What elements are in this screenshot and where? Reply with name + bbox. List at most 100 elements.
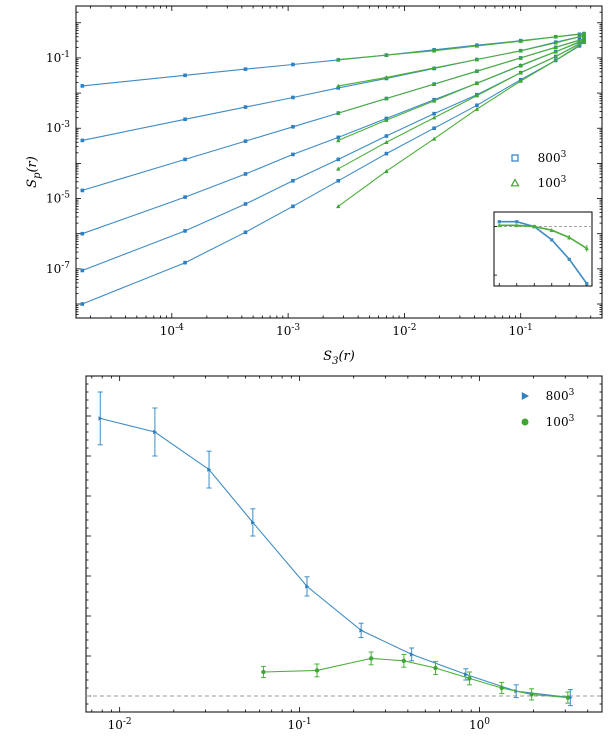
- panel-a-frame: [75, 5, 603, 319]
- data-point: [474, 68, 480, 73]
- data-point: [243, 172, 248, 176]
- data-point: [291, 178, 295, 183]
- data-point: [305, 584, 310, 589]
- series-line: [338, 40, 585, 170]
- data-point: [553, 58, 558, 63]
- data-point: [80, 268, 85, 273]
- inset-data-point: [550, 238, 554, 242]
- data-point: [243, 202, 248, 206]
- series-line: [82, 33, 585, 87]
- y-tick-label: 10-1: [46, 50, 70, 65]
- data-point: [80, 84, 85, 88]
- inset-data-point: [497, 220, 501, 224]
- series-line: [100, 417, 571, 699]
- data-point: [518, 70, 523, 75]
- inset-data-point: [584, 246, 589, 251]
- inset-data-point: [532, 224, 537, 229]
- data-point: [432, 126, 436, 131]
- data-point: [80, 188, 85, 193]
- data-point: [291, 152, 295, 157]
- data-point: [553, 34, 558, 39]
- data-point: [384, 140, 389, 144]
- legend-marker-triangle-right: [521, 392, 529, 400]
- data-point: [518, 55, 523, 60]
- data-point: [384, 151, 389, 156]
- legend-label: 1003: [546, 414, 575, 429]
- data-point: [291, 204, 295, 209]
- x-axis-label: S3(r): [323, 349, 355, 367]
- series-line: [82, 39, 585, 235]
- inset-data-point: [515, 220, 519, 224]
- data-point: [474, 106, 480, 111]
- data-point: [368, 656, 374, 661]
- data-point: [183, 260, 187, 265]
- data-point: [384, 52, 389, 57]
- data-point: [336, 178, 341, 183]
- data-point: [359, 628, 364, 633]
- y-tick-label: 10-3: [46, 120, 70, 135]
- inset-chart: [493, 211, 593, 287]
- data-point: [336, 157, 341, 162]
- inset-series-line: [499, 220, 588, 285]
- data-point: [431, 98, 437, 103]
- data-point: [431, 115, 437, 120]
- data-point: [336, 166, 341, 171]
- inset-data-point: [567, 257, 571, 261]
- y-tick-label: 10-7: [46, 261, 70, 276]
- data-point: [336, 204, 341, 209]
- data-point: [80, 231, 85, 236]
- data-point: [183, 73, 187, 78]
- data-point: [518, 48, 523, 53]
- data-point: [475, 103, 479, 108]
- panel-b-chart: 10-2 10-1 100 8003 1003: [85, 375, 603, 732]
- data-point: [432, 111, 436, 116]
- data-point: [474, 57, 480, 62]
- data-point: [243, 139, 248, 143]
- data-point: [401, 658, 407, 663]
- data-point: [518, 63, 523, 67]
- data-point: [261, 669, 266, 675]
- data-point: [518, 38, 523, 43]
- data-point: [464, 672, 469, 677]
- legend-marker-triangle: [510, 178, 520, 187]
- data-point: [384, 117, 389, 122]
- x-tick-label: 10-3: [276, 323, 300, 338]
- inset-frame: [493, 211, 593, 287]
- data-point: [553, 49, 558, 54]
- data-point: [384, 96, 389, 101]
- data-point: [474, 43, 480, 48]
- data-point: [431, 48, 437, 53]
- inset-data-point: [567, 235, 572, 240]
- data-point: [384, 168, 389, 173]
- x-tick-label: 10-4: [160, 323, 184, 338]
- data-point: [251, 520, 256, 525]
- legend-label: 8003: [546, 388, 575, 403]
- data-point: [384, 134, 389, 138]
- inset-series-line: [499, 224, 588, 250]
- inset-data-point: [585, 281, 589, 286]
- inset-data-point: [549, 227, 554, 232]
- x-tick-label: 100: [469, 717, 490, 732]
- data-point: [183, 117, 187, 122]
- panel-b-frame: [85, 375, 603, 713]
- data-point: [336, 138, 341, 143]
- data-point: [183, 195, 187, 199]
- data-point: [207, 467, 212, 472]
- data-point: [553, 45, 558, 50]
- data-point: [431, 81, 437, 86]
- data-point: [336, 135, 341, 140]
- panel-a-chart: 10-4 10-3 10-2 10-1 10-7 10-5 10-3 10-1 S3(r) Sp(…: [25, 5, 603, 367]
- x-tick-label: 10-1: [509, 323, 533, 338]
- data-point: [243, 105, 248, 109]
- y-tick-label: 10-5: [46, 191, 70, 206]
- data-point: [467, 676, 472, 681]
- legend-label: 8003: [538, 150, 567, 165]
- data-point: [80, 138, 85, 143]
- data-point: [153, 429, 158, 435]
- data-point: [409, 652, 414, 657]
- data-point: [529, 692, 534, 697]
- data-point: [581, 40, 587, 44]
- legend-marker-circle: [521, 418, 529, 426]
- data-point: [336, 83, 341, 88]
